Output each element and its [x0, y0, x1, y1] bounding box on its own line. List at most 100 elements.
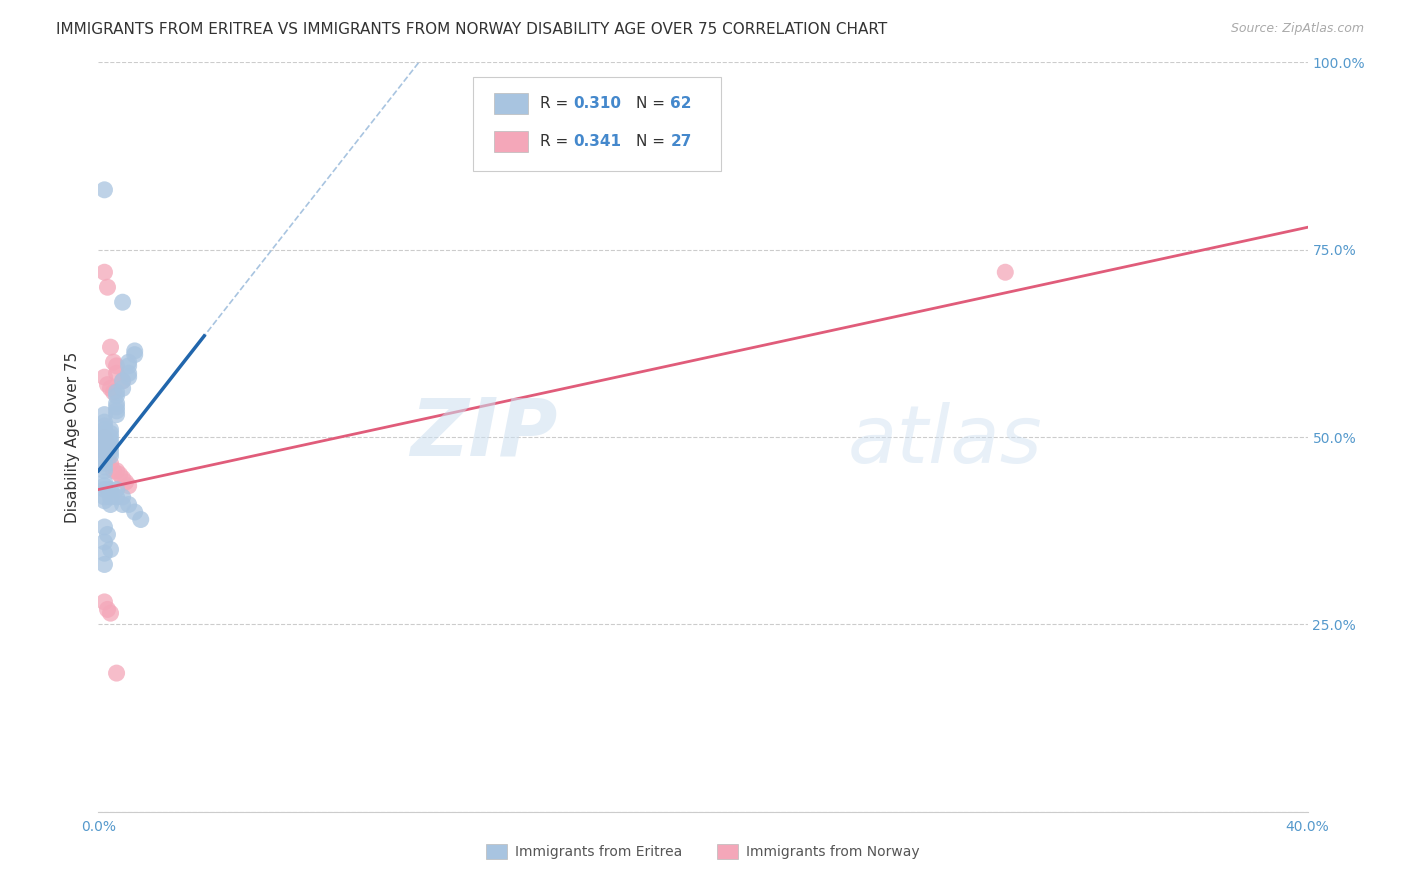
Point [93, 546, 115, 560]
Point [105, 367, 128, 381]
Text: Source: ZipAtlas.com: Source: ZipAtlas.com [1230, 22, 1364, 36]
Point [93, 445, 115, 459]
Point [96, 280, 118, 294]
Point [100, 437, 122, 451]
Point [93, 535, 115, 549]
Point [96, 437, 118, 451]
Point [93, 452, 115, 467]
Point [93, 558, 115, 572]
Point [100, 381, 122, 395]
Point [124, 505, 146, 519]
Point [129, 512, 152, 526]
Point [100, 430, 122, 444]
Text: atlas: atlas [848, 401, 1043, 480]
Text: 0.341: 0.341 [574, 134, 621, 149]
Point [994, 265, 1017, 279]
Point [93, 415, 115, 429]
Point [93, 442, 115, 456]
Point [96, 527, 118, 541]
FancyBboxPatch shape [494, 93, 527, 114]
Point [100, 456, 122, 470]
Point [93, 456, 115, 470]
Point [93, 418, 115, 433]
Point [100, 423, 122, 437]
Text: R =: R = [540, 96, 572, 112]
Text: 27: 27 [671, 134, 692, 149]
Point [93, 423, 115, 437]
Point [93, 445, 115, 459]
Point [105, 483, 128, 497]
Point [100, 340, 122, 354]
Point [118, 370, 141, 384]
Legend: Immigrants from Eritrea, Immigrants from Norway: Immigrants from Eritrea, Immigrants from… [481, 838, 925, 864]
Point [93, 449, 115, 463]
Point [105, 666, 128, 681]
Point [93, 426, 115, 441]
Point [111, 381, 134, 395]
Point [105, 404, 128, 418]
Point [96, 602, 118, 616]
Point [111, 374, 134, 388]
Point [93, 475, 115, 489]
Text: 62: 62 [671, 96, 692, 112]
Text: 0.310: 0.310 [574, 96, 621, 112]
Point [93, 520, 115, 534]
Point [118, 367, 141, 381]
Point [108, 467, 131, 482]
Point [93, 434, 115, 448]
Point [100, 426, 122, 441]
Point [93, 437, 115, 451]
Point [100, 498, 122, 512]
Text: R =: R = [540, 134, 572, 149]
Point [105, 490, 128, 504]
Point [93, 483, 115, 497]
Point [124, 343, 146, 358]
Point [111, 498, 134, 512]
FancyBboxPatch shape [494, 130, 527, 152]
Point [93, 408, 115, 422]
Point [105, 389, 128, 403]
Point [100, 434, 122, 448]
Point [124, 348, 146, 362]
Point [96, 377, 118, 392]
Point [118, 359, 141, 373]
Point [100, 606, 122, 620]
Point [111, 490, 134, 504]
Point [100, 445, 122, 459]
Point [93, 490, 115, 504]
Point [103, 385, 125, 400]
Point [93, 370, 115, 384]
Point [111, 295, 134, 310]
Point [93, 479, 115, 493]
Text: N =: N = [637, 134, 671, 149]
Point [100, 490, 122, 504]
Point [111, 374, 134, 388]
Point [93, 493, 115, 508]
Point [114, 475, 136, 489]
Point [105, 408, 128, 422]
Point [118, 355, 141, 369]
Y-axis label: Disability Age Over 75: Disability Age Over 75 [65, 351, 80, 523]
Text: ZIP: ZIP [411, 394, 558, 473]
Point [103, 464, 125, 478]
Point [93, 430, 115, 444]
Point [100, 442, 122, 456]
Point [118, 498, 141, 512]
Point [93, 430, 115, 444]
Point [105, 396, 128, 410]
Point [93, 183, 115, 197]
Point [105, 359, 128, 373]
Point [96, 452, 118, 467]
Point [105, 400, 128, 414]
Point [118, 479, 141, 493]
Point [111, 471, 134, 485]
Point [105, 385, 128, 400]
Point [93, 460, 115, 475]
Text: IMMIGRANTS FROM ERITREA VS IMMIGRANTS FROM NORWAY DISABILITY AGE OVER 75 CORRELA: IMMIGRANTS FROM ERITREA VS IMMIGRANTS FR… [56, 22, 887, 37]
FancyBboxPatch shape [474, 78, 721, 171]
Point [100, 483, 122, 497]
Point [93, 464, 115, 478]
Point [100, 449, 122, 463]
Point [93, 595, 115, 609]
Point [100, 542, 122, 557]
